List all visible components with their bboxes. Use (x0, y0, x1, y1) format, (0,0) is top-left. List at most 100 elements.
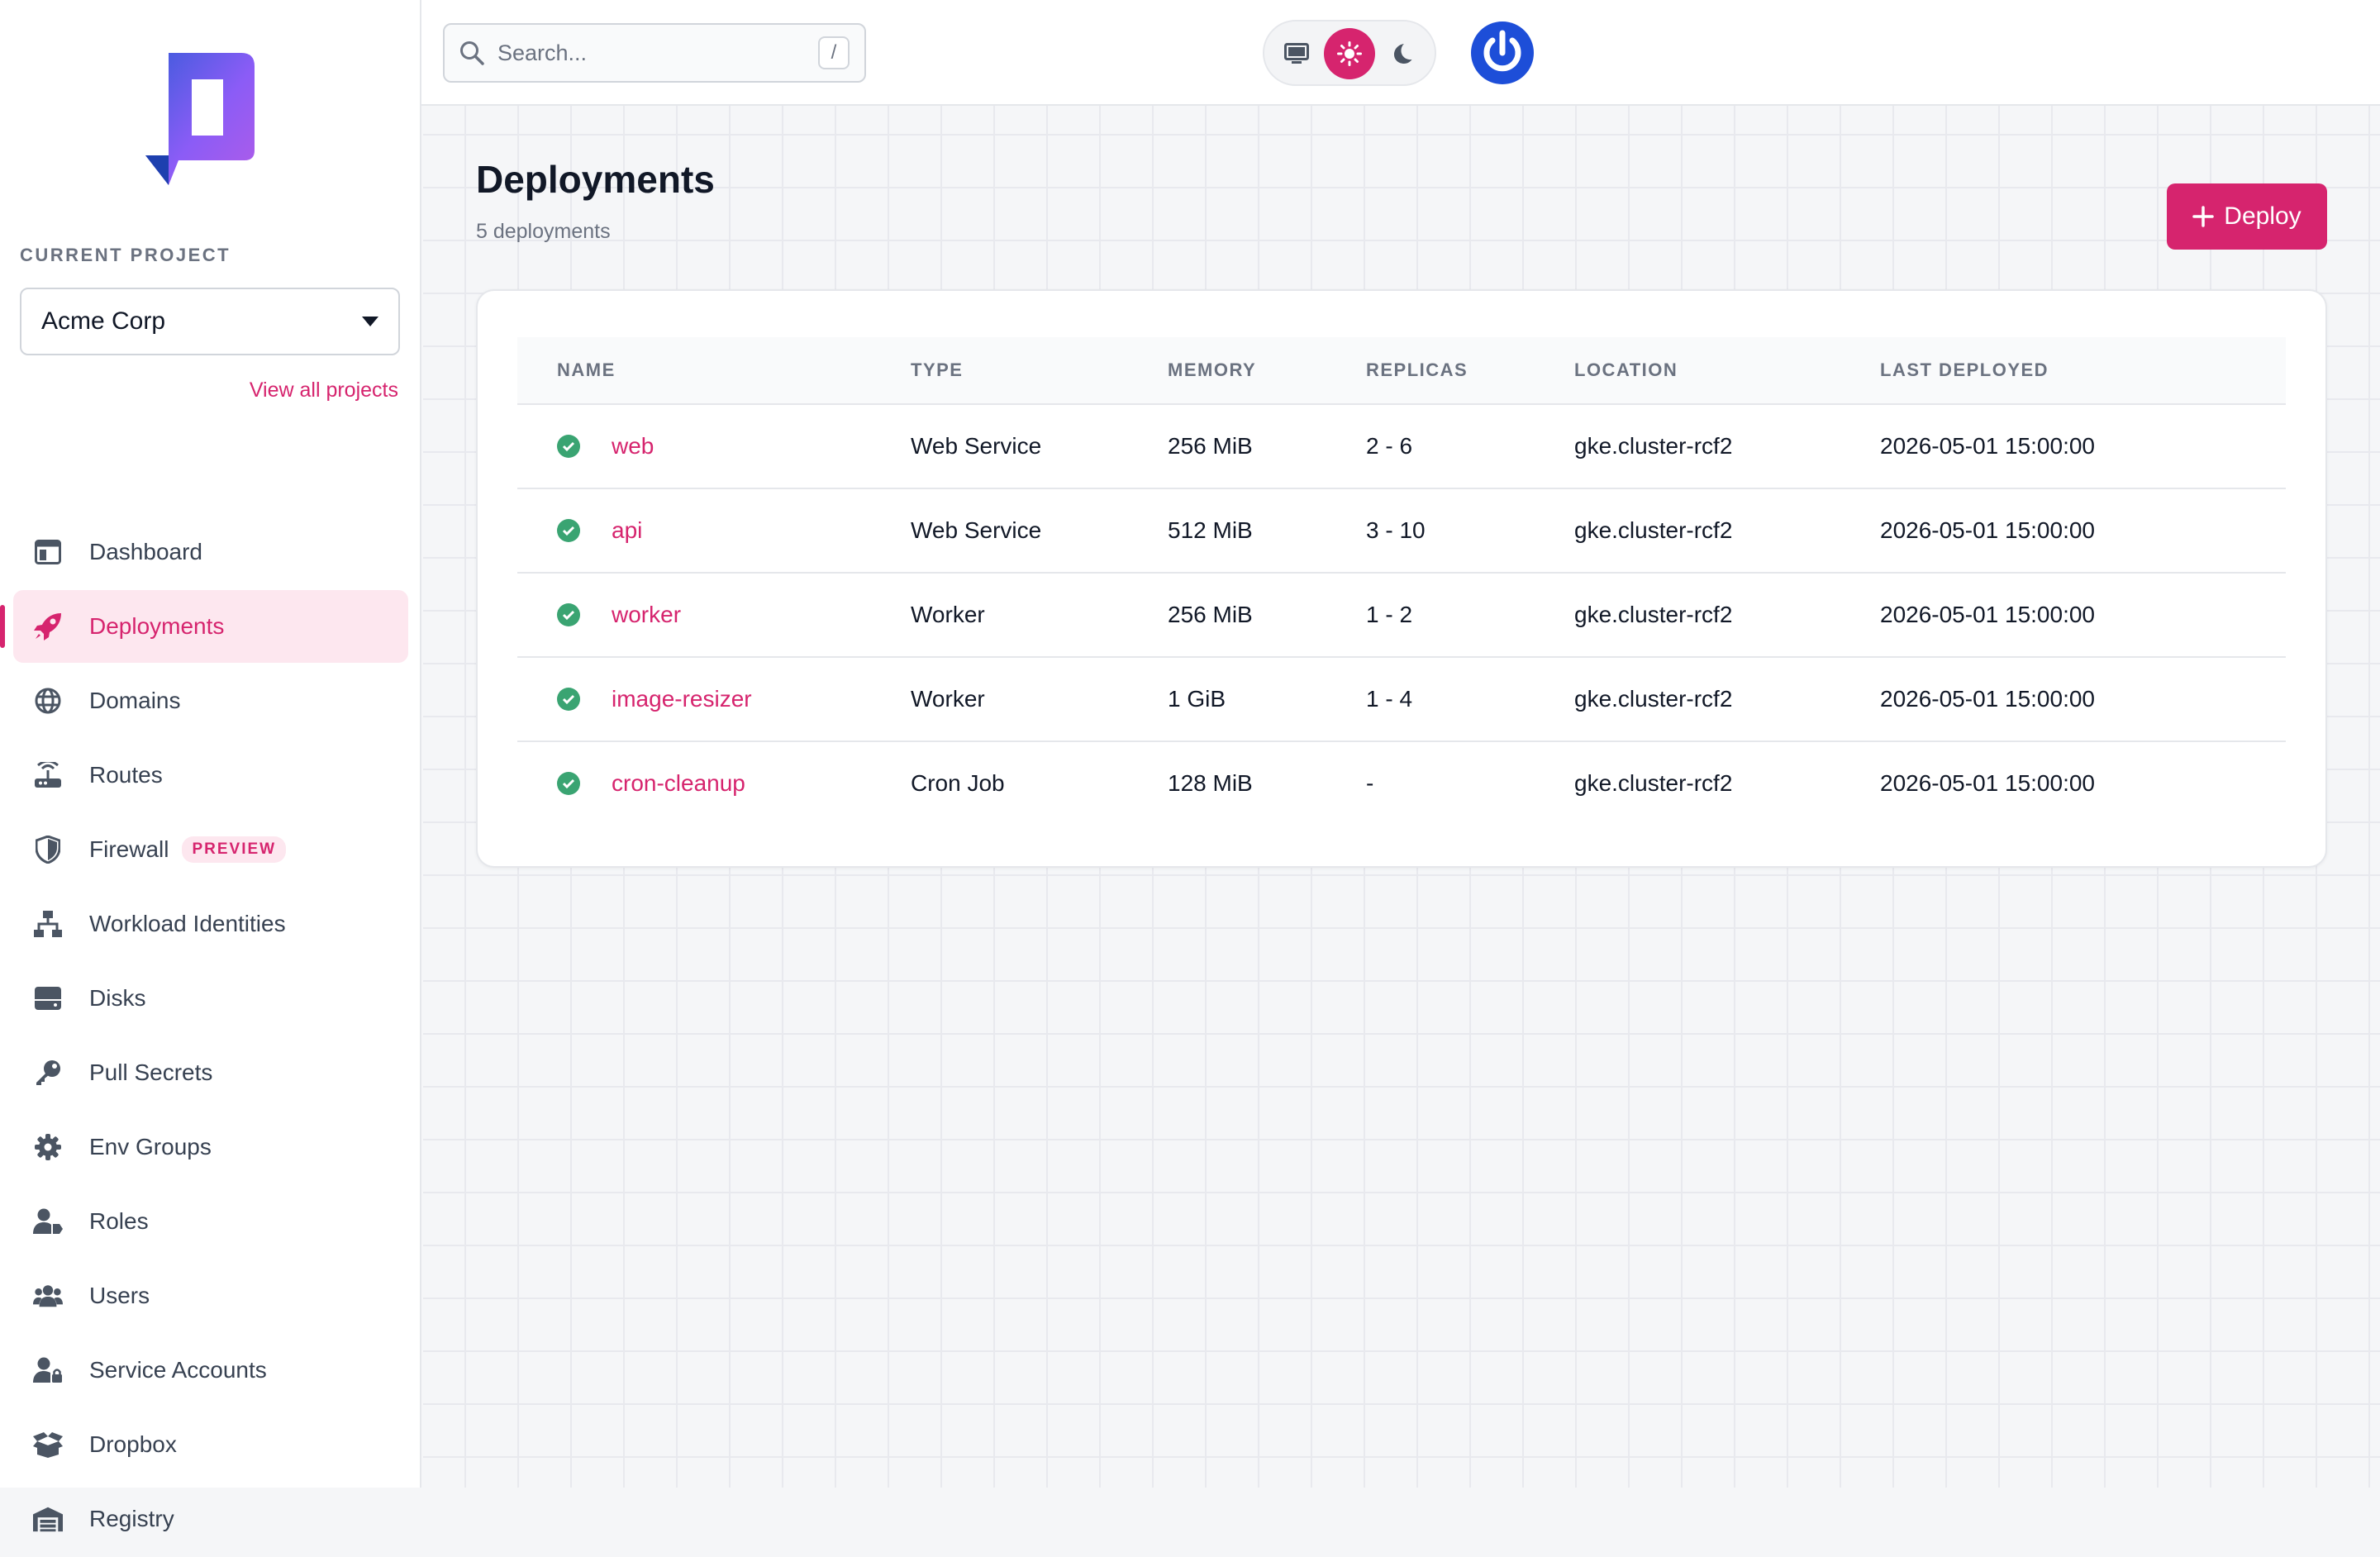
user-lock-icon (33, 1355, 63, 1385)
dashboard-icon (33, 537, 63, 567)
deployment-name-link[interactable]: cron-cleanup (612, 770, 745, 796)
table-row[interactable]: worker Worker 256 MiB 1 - 2 gke.cluster-… (517, 573, 2286, 658)
deployment-location: gke.cluster-rcf2 (1574, 573, 1880, 658)
sidebar-item-label: Pull Secrets (89, 1059, 213, 1085)
column-header-replicas[interactable]: REPLICAS (1366, 337, 1574, 405)
status-ok-icon (557, 435, 580, 458)
view-all-projects-link[interactable]: View all projects (249, 379, 398, 402)
sidebar-item-registry[interactable]: Registry (13, 1483, 408, 1555)
table-row[interactable]: api Web Service 512 MiB 3 - 10 gke.clust… (517, 488, 2286, 574)
deployment-count: 5 deployments (476, 220, 611, 243)
preview-badge: PREVIEW (182, 836, 287, 863)
sidebar-item-label: Routes (89, 762, 163, 788)
theme-dark-button[interactable] (1377, 28, 1428, 79)
deployment-last-deployed: 2026-05-01 15:00:00 (1880, 573, 2286, 658)
deployment-type: Web Service (911, 488, 1168, 574)
power-icon[interactable] (1471, 21, 1534, 84)
sidebar-nav: Dashboard Deployments Domains Routes (0, 516, 408, 1557)
theme-system-button[interactable] (1271, 28, 1322, 79)
sidebar-item-deployments[interactable]: Deployments (0, 590, 408, 663)
deployments-card: NAME TYPE MEMORY REPLICAS LOCATION LAST … (476, 289, 2327, 868)
box-icon (33, 1430, 63, 1459)
status-ok-icon (557, 519, 580, 542)
status-ok-icon (557, 603, 580, 626)
deployment-type: Worker (911, 573, 1168, 658)
deployment-last-deployed: 2026-05-01 15:00:00 (1880, 488, 2286, 574)
sidebar-item-label: Roles (89, 1208, 149, 1234)
theme-light-button[interactable] (1324, 28, 1375, 79)
column-header-last-deployed[interactable]: LAST DEPLOYED (1880, 337, 2286, 405)
deployment-name-link[interactable]: web (612, 433, 654, 459)
deployment-name-link[interactable]: image-resizer (612, 686, 752, 712)
sidebar-item-env-groups[interactable]: Env Groups (13, 1111, 408, 1183)
monitor-icon (1284, 43, 1309, 64)
deployment-replicas: 3 - 10 (1366, 488, 1574, 574)
deployment-name-link[interactable]: worker (612, 602, 682, 627)
sidebar-item-dropbox[interactable]: Dropbox (13, 1408, 408, 1481)
search-icon (460, 41, 484, 65)
search-box[interactable]: / (443, 23, 866, 83)
table-row[interactable]: image-resizer Worker 1 GiB 1 - 4 gke.clu… (517, 657, 2286, 742)
deployment-type: Cron Job (911, 770, 1005, 796)
project-select[interactable]: Acme Corp (20, 288, 400, 355)
shield-icon (33, 835, 63, 864)
deployment-replicas: 2 - 6 (1366, 404, 1574, 489)
sidebar-item-users[interactable]: Users (13, 1259, 408, 1332)
deployment-location: gke.cluster-rcf2 (1574, 404, 1880, 489)
disk-icon (33, 983, 63, 1013)
page-title: Deployments (476, 158, 715, 201)
deployment-location: gke.cluster-rcf2 (1574, 657, 1880, 742)
router-icon (33, 760, 63, 790)
column-header-memory[interactable]: MEMORY (1168, 337, 1366, 405)
column-header-type[interactable]: TYPE (911, 337, 1168, 405)
rocket-icon (33, 612, 63, 641)
sidebar-item-label: Env Groups (89, 1134, 212, 1159)
deployment-replicas: - (1366, 770, 1374, 796)
project-select-value: Acme Corp (41, 307, 166, 335)
sidebar-item-routes[interactable]: Routes (13, 739, 408, 812)
sidebar-item-label: Dashboard (89, 539, 202, 564)
deployment-memory: 128 MiB (1168, 770, 1253, 796)
table-row[interactable]: cron-cleanup Cron Job 128 MiB - gke.clus… (517, 741, 2286, 825)
search-input[interactable] (496, 39, 797, 67)
table-row[interactable]: web Web Service 256 MiB 2 - 6 gke.cluste… (517, 404, 2286, 489)
sidebar-item-label: Service Accounts (89, 1357, 267, 1383)
sidebar-item-workload-identities[interactable]: Workload Identities (13, 888, 408, 960)
deployment-location: gke.cluster-rcf2 (1574, 488, 1880, 574)
caret-down-icon (362, 317, 378, 326)
deployment-memory: 1 GiB (1168, 657, 1366, 742)
deployment-memory: 256 MiB (1168, 573, 1366, 658)
user-tag-icon (33, 1207, 63, 1236)
sidebar-item-disks[interactable]: Disks (13, 962, 408, 1035)
column-header-location[interactable]: LOCATION (1574, 337, 1880, 405)
deployment-last-deployed: 2026-05-01 15:00:00 (1880, 404, 2286, 489)
deploy-button-label: Deploy (2224, 202, 2301, 230)
search-shortcut-key: / (818, 36, 850, 69)
sidebar-item-service-accounts[interactable]: Service Accounts (13, 1334, 408, 1407)
sun-icon (1337, 41, 1362, 66)
deployments-table: NAME TYPE MEMORY REPLICAS LOCATION LAST … (517, 337, 2286, 825)
sidebar-item-label: Users (89, 1283, 150, 1308)
brand-logo[interactable] (145, 53, 255, 185)
sidebar-item-pull-secrets[interactable]: Pull Secrets (13, 1036, 408, 1109)
sidebar-item-dashboard[interactable]: Dashboard (13, 516, 408, 588)
sidebar-item-roles[interactable]: Roles (13, 1185, 408, 1258)
sidebar-item-label: Dropbox (89, 1431, 177, 1457)
sidebar-item-domains[interactable]: Domains (13, 664, 408, 737)
status-ok-icon (557, 772, 580, 795)
warehouse-icon (33, 1504, 63, 1534)
deployment-replicas: 1 - 2 (1366, 573, 1574, 658)
deploy-button[interactable]: Deploy (2167, 183, 2327, 250)
column-header-name[interactable]: NAME (517, 337, 911, 405)
sidebar-item-label: Deployments (89, 613, 225, 639)
sidebar-item-label: Registry (89, 1506, 174, 1531)
sidebar-item-label: Workload Identities (89, 911, 286, 936)
users-icon (33, 1281, 63, 1311)
deployment-type: Web Service (911, 404, 1168, 489)
deployment-type: Worker (911, 657, 1168, 742)
sidebar-item-firewall[interactable]: Firewall PREVIEW (13, 813, 408, 886)
sidebar-item-label: Disks (89, 985, 146, 1011)
theme-toggle (1263, 20, 1436, 86)
deployment-name-link[interactable]: api (612, 517, 643, 543)
deployment-memory: 512 MiB (1168, 488, 1366, 574)
